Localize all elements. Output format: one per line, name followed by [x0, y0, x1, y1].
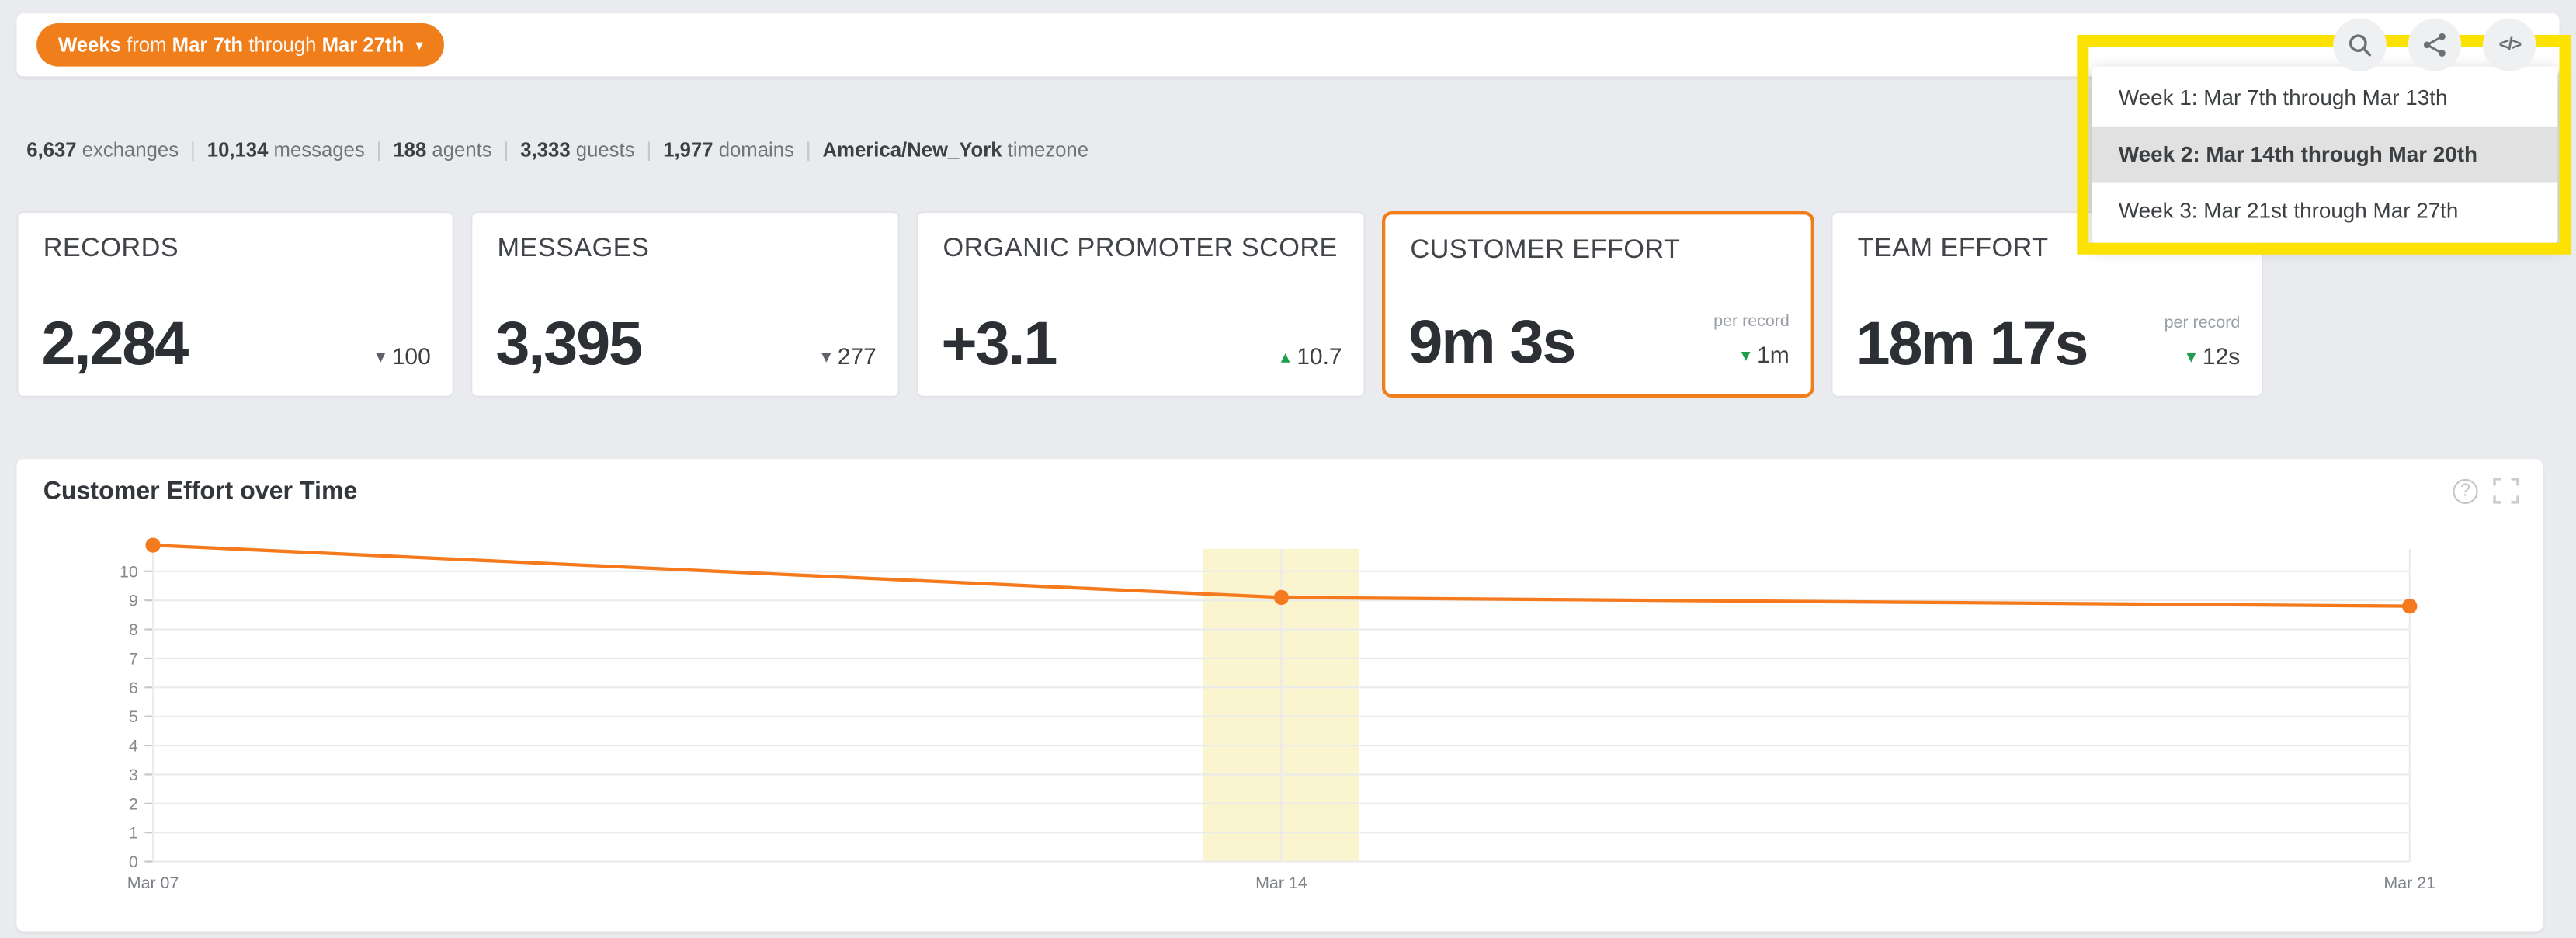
svg-text:1: 1 [129, 824, 138, 842]
week-selector-label: Weeks from Mar 7th through Mar 27th [57, 33, 404, 57]
svg-text:10: 10 [120, 562, 138, 581]
triangle-down-icon: ▾ [821, 346, 831, 367]
dropdown-item-week-2[interactable]: Week 2: Mar 14th through Mar 20th [2092, 126, 2558, 183]
card-value: 9m 3s [1408, 307, 1576, 377]
triangle-up-icon: ▴ [1280, 346, 1290, 367]
card-title: CUSTOMER EFFORT [1410, 236, 1681, 265]
summary-bar: 6,637 exchanges | 10,134 messages | 188 agen… [26, 138, 1088, 162]
summary-label: guests [570, 137, 635, 162]
stat-card-messages[interactable]: MESSAGES 3,395 ▾ 277 [470, 211, 900, 398]
card-delta: ▾ 12s [2186, 342, 2240, 369]
summary-value: 10,134 [207, 137, 269, 162]
svg-text:Mar 21: Mar 21 [2383, 874, 2435, 892]
expand-icon[interactable] [2493, 478, 2519, 504]
svg-text:6: 6 [129, 679, 138, 697]
separator: | [646, 137, 652, 162]
summary-label: agents [426, 137, 492, 162]
triangle-down-icon: ▾ [1741, 345, 1751, 366]
search-icon[interactable] [2333, 18, 2387, 72]
svg-text:5: 5 [129, 707, 138, 726]
svg-text:Mar 14: Mar 14 [1255, 874, 1307, 892]
customer-effort-line-chart[interactable]: 0 1 2 3 4 5 6 7 8 9 10 Mar 07 Mar 14 Mar 21 [16, 459, 2543, 931]
card-title: MESSAGES [497, 234, 650, 263]
card-title: RECORDS [43, 234, 179, 263]
card-value: 3,395 [495, 309, 643, 378]
summary-value: 1,977 [663, 137, 713, 162]
separator: | [190, 137, 196, 162]
card-delta: ▾ 1m [1741, 341, 1790, 367]
card-title: ORGANIC PROMOTER SCORE [943, 234, 1338, 263]
summary-label: domains [713, 137, 794, 162]
triangle-down-icon: ▾ [2186, 346, 2196, 367]
summary-label: messages [268, 137, 365, 162]
card-value: 2,284 [41, 309, 189, 378]
per-record-label: per record [1713, 312, 1790, 332]
card-delta: ▾ 100 [376, 342, 430, 369]
card-delta: ▴ 10.7 [1281, 342, 1342, 369]
svg-text:Mar 07: Mar 07 [127, 874, 179, 892]
delta-value: 1m [1757, 341, 1790, 368]
delta-value: 277 [837, 342, 877, 370]
code-icon[interactable]: </> [2483, 18, 2536, 72]
card-title: TEAM EFFORT [1857, 234, 2049, 263]
svg-text:4: 4 [129, 737, 138, 756]
separator: | [376, 137, 382, 162]
delta-value: 100 [391, 342, 431, 370]
summary-value: 188 [393, 137, 427, 162]
summary-value: 6,637 [26, 137, 77, 162]
dropdown-item-week-3[interactable]: Week 3: Mar 21st through Mar 27th [2118, 197, 2459, 224]
chevron-down-icon: ▾ [415, 36, 424, 53]
stat-card-organic-promoter-score[interactable]: ORGANIC PROMOTER SCORE +3.1 ▴ 10.7 [916, 211, 1366, 398]
delta-value: 12s [2202, 342, 2241, 370]
card-value: +3.1 [941, 309, 1057, 378]
svg-text:0: 0 [129, 853, 138, 871]
separator: | [503, 137, 509, 162]
header-actions: </> [2333, 18, 2536, 72]
svg-text:9: 9 [129, 592, 138, 610]
delta-value: 10.7 [1297, 342, 1342, 370]
per-record-label: per record [2164, 314, 2241, 333]
help-icon[interactable]: ? [2453, 478, 2478, 503]
week-dropdown-menu: Week 1: Mar 7th through Mar 13th Week 2: … [2092, 66, 2558, 243]
stat-cards-row: RECORDS 2,284 ▾ 100 MESSAGES 3,395 ▾ 277 ORGANIC… [16, 211, 2264, 398]
svg-text:3: 3 [129, 766, 138, 784]
chart-title: Customer Effort over Time [43, 477, 358, 506]
stat-card-customer-effort[interactable]: CUSTOMER EFFORT 9m 3s per record ▾ 1m [1382, 211, 1814, 398]
chart-actions: ? [2453, 478, 2519, 504]
card-value: 18m 17s [1856, 309, 2088, 378]
share-icon[interactable] [2408, 18, 2462, 72]
svg-text:2: 2 [129, 794, 138, 813]
svg-text:8: 8 [129, 620, 138, 639]
stat-card-records[interactable]: RECORDS 2,284 ▾ 100 [16, 211, 454, 398]
triangle-down-icon: ▾ [376, 346, 386, 367]
summary-label: timezone [1002, 137, 1089, 162]
week-selector-button[interactable]: Weeks from Mar 7th through Mar 27th ▾ [36, 23, 445, 67]
dropdown-item-week-1[interactable]: Week 1: Mar 7th through Mar 13th [2118, 85, 2448, 110]
summary-value: 3,333 [520, 137, 571, 162]
card-delta: ▾ 277 [821, 342, 876, 369]
chart-panel: Customer Effort over Time ? 0 1 2 3 4 5 6 7 8 9 10… [16, 459, 2543, 932]
summary-value: America/New_York [822, 137, 1002, 162]
separator: | [805, 137, 811, 162]
svg-text:7: 7 [129, 649, 138, 668]
summary-label: exchanges [76, 137, 179, 162]
